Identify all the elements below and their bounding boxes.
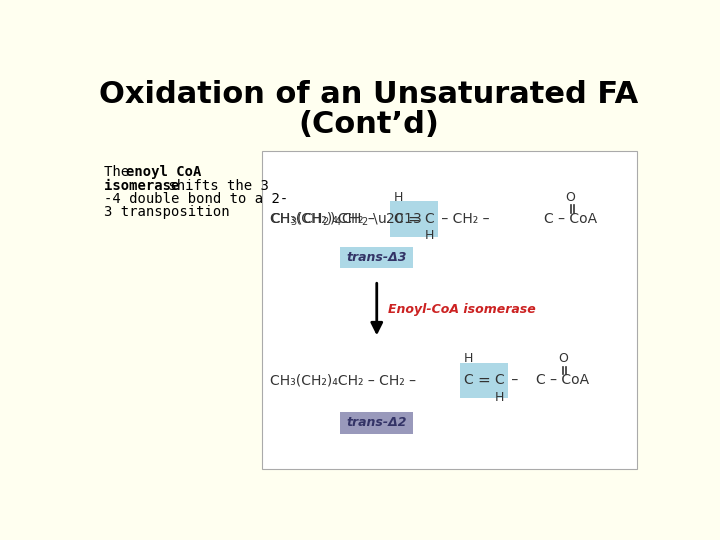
Text: H: H xyxy=(425,230,434,242)
Text: C – CoA: C – CoA xyxy=(544,212,597,226)
FancyBboxPatch shape xyxy=(341,412,413,434)
Text: CH₃(CH₂)₄CH₂ –: CH₃(CH₂)₄CH₂ – xyxy=(270,212,374,226)
Text: enoyl CoA: enoyl CoA xyxy=(126,165,201,179)
Text: trans-Δ2: trans-Δ2 xyxy=(346,416,407,429)
Text: O: O xyxy=(558,353,567,366)
Text: C: C xyxy=(495,374,504,388)
Text: Oxidation of an Unsaturated FA: Oxidation of an Unsaturated FA xyxy=(99,79,639,109)
Text: The: The xyxy=(104,165,138,179)
FancyBboxPatch shape xyxy=(341,247,413,268)
Text: C: C xyxy=(425,212,434,226)
Text: trans-Δ3: trans-Δ3 xyxy=(346,251,407,264)
Text: H: H xyxy=(394,191,403,204)
Text: H: H xyxy=(464,353,473,366)
Text: isomerase: isomerase xyxy=(104,179,179,193)
Text: – CH₂ –: – CH₂ – xyxy=(437,212,490,226)
FancyBboxPatch shape xyxy=(390,201,438,237)
Text: shifts the 3: shifts the 3 xyxy=(160,179,269,193)
Text: C – CoA: C – CoA xyxy=(536,374,589,388)
Text: –: – xyxy=(507,374,518,388)
Text: CH₃(CH₂)₄CH₂ – CH₂ –: CH₃(CH₂)₄CH₂ – CH₂ – xyxy=(270,374,416,388)
Text: =: = xyxy=(408,211,420,226)
Text: (Cont’d): (Cont’d) xyxy=(299,110,439,139)
Text: C: C xyxy=(464,374,473,388)
FancyBboxPatch shape xyxy=(459,363,508,398)
Text: C: C xyxy=(394,212,403,226)
Text: =: = xyxy=(477,373,490,388)
Text: CH$_3$(CH$_2$)$_4$CH$_2$ \u2013: CH$_3$(CH$_2$)$_4$CH$_2$ \u2013 xyxy=(270,210,422,227)
Text: H: H xyxy=(495,391,504,404)
Text: O: O xyxy=(566,191,575,204)
Text: 3 transposition: 3 transposition xyxy=(104,205,230,219)
Text: Enoyl-CoA isomerase: Enoyl-CoA isomerase xyxy=(388,303,536,316)
Text: -4 double bond to a 2-: -4 double bond to a 2- xyxy=(104,192,288,206)
FancyBboxPatch shape xyxy=(262,151,637,469)
